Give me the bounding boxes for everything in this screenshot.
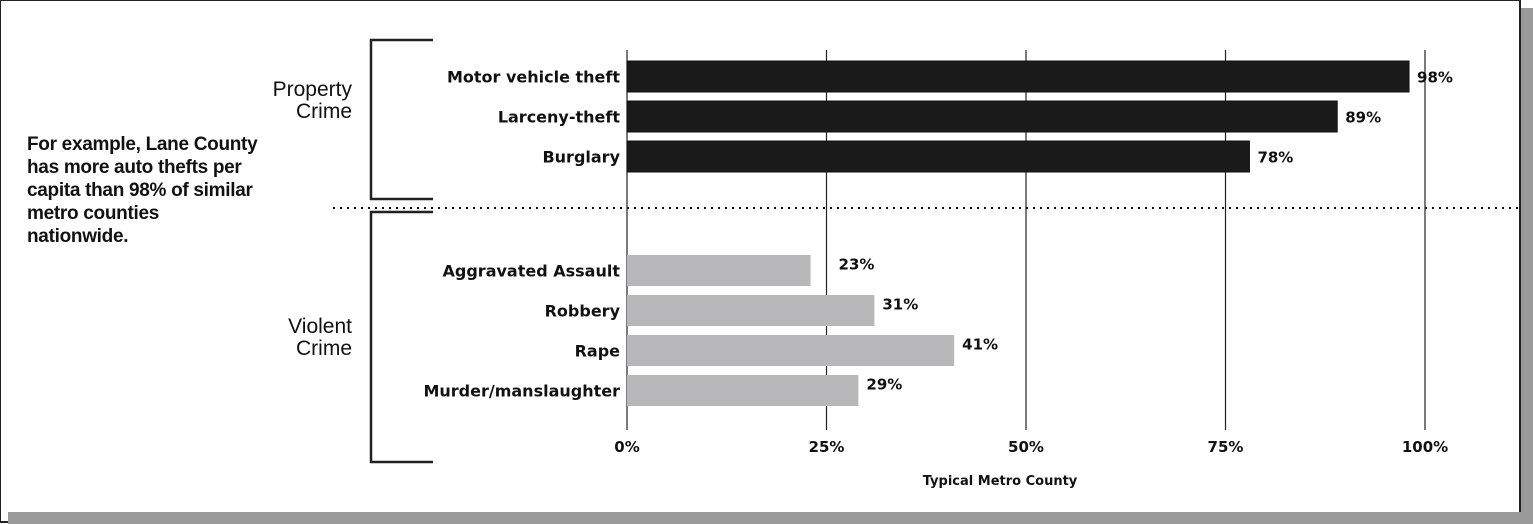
x-tick-label: 25%	[809, 438, 845, 456]
bar	[627, 335, 955, 366]
value-label: 78%	[1257, 149, 1293, 167]
value-label: 31%	[882, 296, 918, 314]
group-label: Violent	[288, 315, 352, 338]
x-tick-label: 50%	[1008, 438, 1044, 456]
x-axis-title: Typical Metro County	[923, 474, 1078, 489]
category-label: Rape	[575, 342, 621, 361]
bar	[627, 375, 859, 406]
value-label: 23%	[839, 256, 875, 274]
annotation-text: For example, Lane County has more auto t…	[27, 134, 258, 247]
value-label: 41%	[962, 336, 998, 354]
group-brackets	[369, 38, 433, 464]
x-tick-label: 0%	[614, 438, 639, 456]
bar	[626, 100, 1338, 133]
group-label: Property	[273, 78, 353, 101]
bar	[626, 60, 1410, 93]
x-tick-label: 75%	[1208, 438, 1244, 456]
group-label: Crime	[296, 337, 352, 360]
value-label: 98%	[1417, 69, 1453, 87]
x-ticks: 0% 25% 50% 75% 100%	[614, 438, 1448, 456]
value-label: 89%	[1345, 109, 1381, 127]
frame-shadow	[1521, 8, 1533, 524]
category-label: Aggravated Assault	[443, 262, 621, 281]
group-bracket	[369, 210, 433, 464]
category-label: Larceny-theft	[498, 108, 621, 127]
category-label: Motor vehicle theft	[447, 68, 620, 87]
category-label: Robbery	[545, 302, 621, 321]
bar	[627, 255, 811, 286]
group-label: Crime	[296, 100, 352, 123]
category-label: Murder/manslaughter	[423, 382, 620, 401]
category-label: Burglary	[542, 148, 620, 167]
group-bracket	[369, 38, 433, 201]
bars	[626, 60, 1410, 406]
x-tick-label: 100%	[1402, 438, 1448, 456]
bar	[627, 295, 875, 326]
bar	[626, 140, 1250, 173]
value-label: 29%	[866, 376, 902, 394]
